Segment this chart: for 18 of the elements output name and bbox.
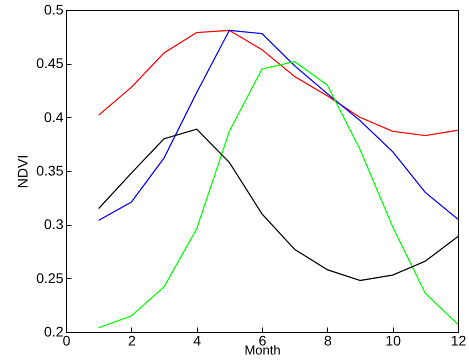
y-tick-label: 0.35 [36, 162, 64, 178]
x-tick-label: 12 [450, 332, 466, 348]
line-series [98, 30, 458, 136]
x-tick-label: 2 [128, 332, 136, 348]
x-tick-label: 4 [193, 332, 202, 348]
y-axis-title: NDVI [14, 154, 30, 188]
y-tick-label: 0.25 [36, 270, 64, 286]
y-tick-label: 0.5 [44, 2, 64, 18]
y-tick-label: 0.4 [44, 108, 64, 125]
x-tick-label: 0 [62, 332, 71, 348]
y-tick-label: 0.2 [44, 324, 64, 340]
x-tick-label: 10 [385, 332, 402, 348]
y-tick-label: 0.3 [44, 216, 64, 232]
x-tick-label: 8 [324, 332, 332, 348]
x-tick-label: 6 [258, 332, 267, 348]
y-tick-label: 0.45 [36, 55, 64, 72]
line-series [98, 30, 458, 221]
line-series [98, 60, 458, 328]
